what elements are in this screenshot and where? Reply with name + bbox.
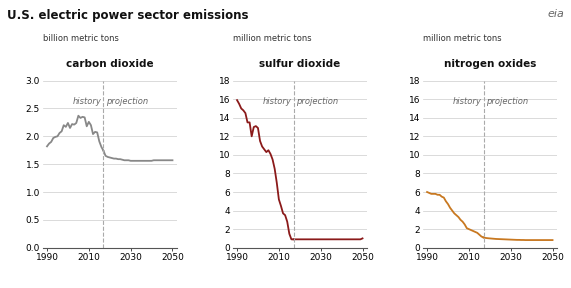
Text: projection: projection [296, 97, 337, 106]
Text: history: history [453, 97, 481, 106]
Text: billion metric tons: billion metric tons [43, 34, 119, 43]
Text: U.S. electric power sector emissions: U.S. electric power sector emissions [7, 9, 248, 22]
Text: history: history [73, 97, 102, 106]
Text: sulfur dioxide: sulfur dioxide [259, 59, 340, 69]
Text: nitrogen oxides: nitrogen oxides [444, 59, 536, 69]
Text: carbon dioxide: carbon dioxide [66, 59, 154, 69]
Text: eia: eia [547, 9, 564, 19]
Text: history: history [263, 97, 291, 106]
Text: million metric tons: million metric tons [423, 34, 501, 43]
Text: projection: projection [106, 97, 148, 106]
Text: projection: projection [485, 97, 528, 106]
Text: million metric tons: million metric tons [233, 34, 312, 43]
